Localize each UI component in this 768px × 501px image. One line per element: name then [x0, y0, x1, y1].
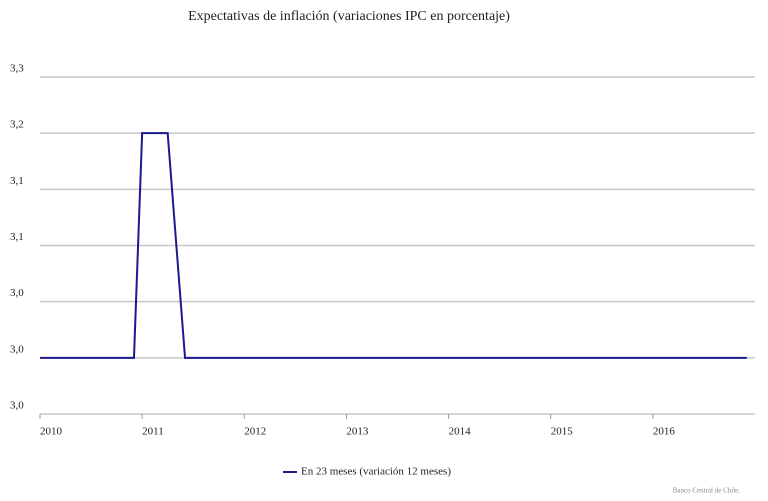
y-tick-label: 3,0: [10, 343, 24, 355]
y-tick-label: 3,1: [10, 175, 24, 187]
x-tick-label: 2016: [653, 426, 676, 438]
y-tick-label: 3,0: [10, 287, 24, 299]
x-tick-label: 2012: [244, 426, 266, 438]
x-tick-label: 2013: [346, 426, 369, 438]
y-tick-label: 3,2: [10, 119, 24, 131]
y-tick-label: 3,0: [10, 400, 24, 412]
x-tick-label: 2011: [142, 426, 164, 438]
source: Banco Central de Chile.: [673, 487, 741, 495]
y-tick-label: 3,3: [10, 63, 24, 75]
x-tick-label: 2015: [551, 426, 574, 438]
chart-title: Expectativas de inflación (variaciones I…: [188, 9, 510, 24]
line-series: [40, 132, 747, 359]
legend-label: En 23 meses (variación 12 meses): [301, 466, 451, 478]
y-tick-label: 3,1: [10, 231, 24, 243]
x-tick-label: 2014: [449, 426, 472, 438]
x-tick-label: 2010: [40, 426, 63, 438]
